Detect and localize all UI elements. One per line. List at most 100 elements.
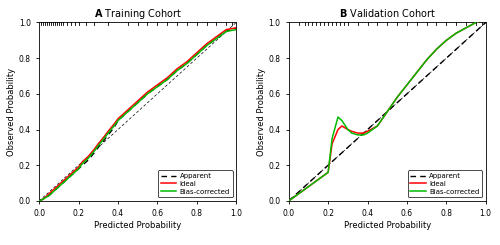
Apparent <box>204 44 210 47</box>
Line: Apparent: Apparent <box>39 28 236 201</box>
Bias-corrected <box>164 78 170 81</box>
Apparent <box>125 110 131 113</box>
Apparent <box>214 37 220 40</box>
Bias-corrected <box>453 32 459 35</box>
Bias-corrected <box>424 59 430 61</box>
Line: Apparent: Apparent <box>289 23 486 201</box>
Ideal <box>325 171 331 174</box>
Apparent <box>354 137 360 140</box>
Bias-corrected <box>134 101 140 104</box>
Apparent <box>325 164 331 167</box>
Ideal <box>374 124 380 127</box>
Title: $\bf{A}$ Training Cohort: $\bf{A}$ Training Cohort <box>94 7 182 21</box>
Bias-corrected <box>101 137 107 140</box>
Bias-corrected <box>354 134 360 136</box>
Bias-corrected <box>473 21 479 24</box>
Apparent <box>92 151 98 154</box>
Ideal <box>233 26 239 29</box>
Bias-corrected <box>214 37 220 40</box>
Apparent <box>424 74 430 77</box>
Bias-corrected <box>404 84 410 86</box>
Bias-corrected <box>233 28 239 31</box>
Ideal <box>345 128 351 131</box>
Bias-corrected <box>125 110 131 113</box>
Apparent <box>296 191 302 194</box>
Ideal <box>76 166 82 169</box>
Ideal <box>335 128 341 131</box>
Ideal <box>339 124 345 127</box>
Bias-corrected <box>56 185 62 188</box>
Ideal <box>214 35 220 38</box>
Ideal <box>482 17 488 20</box>
X-axis label: Predicted Probability: Predicted Probability <box>94 221 182 230</box>
Apparent <box>66 176 71 179</box>
Apparent <box>56 185 62 188</box>
Bias-corrected <box>36 199 42 202</box>
Ideal <box>111 123 117 126</box>
Bias-corrected <box>52 189 58 192</box>
Legend: Apparent, Ideal, Bias-corrected: Apparent, Ideal, Bias-corrected <box>158 170 232 197</box>
Ideal <box>360 132 366 135</box>
Ideal <box>46 192 52 195</box>
Ideal <box>184 60 190 63</box>
Title: $\bf{B}$ Validation Cohort: $\bf{B}$ Validation Cohort <box>338 7 436 19</box>
Bias-corrected <box>384 110 390 113</box>
Line: Bias-corrected: Bias-corrected <box>39 30 236 201</box>
Ideal <box>473 21 479 24</box>
Apparent <box>72 171 78 174</box>
Ideal <box>56 183 62 186</box>
Ideal <box>86 155 91 158</box>
X-axis label: Predicted Probability: Predicted Probability <box>344 221 431 230</box>
Bias-corrected <box>482 17 488 20</box>
Ideal <box>444 39 450 42</box>
Bias-corrected <box>80 162 86 165</box>
Apparent <box>453 48 459 51</box>
Bias-corrected <box>115 119 121 122</box>
Apparent <box>36 199 42 202</box>
Apparent <box>335 155 341 158</box>
Ideal <box>453 32 459 35</box>
Ideal <box>164 76 170 79</box>
Ideal <box>96 142 102 145</box>
Ideal <box>92 148 98 151</box>
Apparent <box>364 128 370 131</box>
Ideal <box>384 110 390 113</box>
Bias-corrected <box>339 119 345 122</box>
Apparent <box>101 139 107 142</box>
Apparent <box>316 173 322 176</box>
Ideal <box>364 130 370 133</box>
Apparent <box>46 194 52 197</box>
Apparent <box>444 57 450 60</box>
Apparent <box>345 146 351 149</box>
Ideal <box>144 91 150 94</box>
Bias-corrected <box>105 132 111 135</box>
Bias-corrected <box>72 171 78 174</box>
Ideal <box>194 51 200 54</box>
Apparent <box>80 164 86 167</box>
Bias-corrected <box>414 71 420 74</box>
Ideal <box>434 48 440 51</box>
Apparent <box>434 66 440 69</box>
Apparent <box>184 62 190 65</box>
Bias-corrected <box>224 30 230 33</box>
Ideal <box>174 67 180 70</box>
Apparent <box>134 101 140 104</box>
Ideal <box>224 28 230 31</box>
Apparent <box>96 146 102 149</box>
Apparent <box>86 159 91 161</box>
Bias-corrected <box>463 26 469 29</box>
Ideal <box>354 132 360 135</box>
Bias-corrected <box>325 171 331 174</box>
Ideal <box>463 26 469 29</box>
Bias-corrected <box>286 199 292 202</box>
Ideal <box>316 178 322 181</box>
Bias-corrected <box>444 39 450 42</box>
Line: Ideal: Ideal <box>39 28 236 201</box>
Ideal <box>204 42 210 45</box>
Apparent <box>111 126 117 129</box>
Ideal <box>306 185 312 188</box>
Ideal <box>36 199 42 202</box>
Bias-corrected <box>335 116 341 119</box>
Ideal <box>154 84 160 86</box>
Apparent <box>374 119 380 122</box>
